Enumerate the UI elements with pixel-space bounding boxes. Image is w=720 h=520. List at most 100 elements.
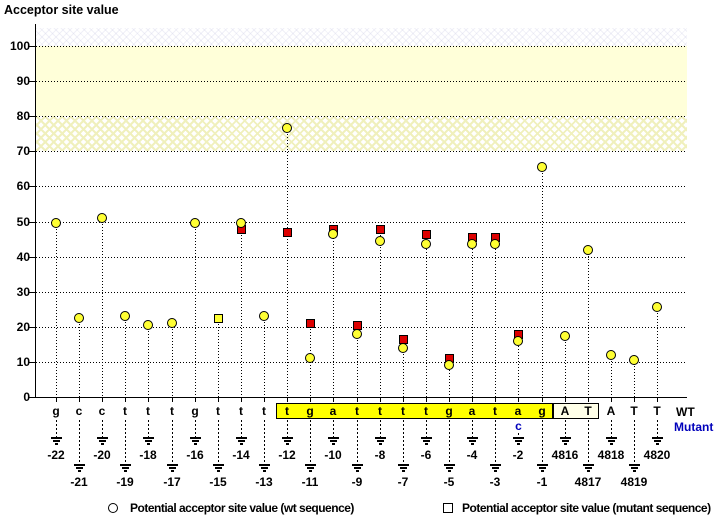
ground-symbol-bar bbox=[307, 467, 314, 469]
ground-symbol-bar bbox=[377, 440, 384, 442]
ground-symbol-bar bbox=[190, 437, 201, 439]
ground-symbol-bar bbox=[606, 437, 617, 439]
ground-symbol-bar bbox=[541, 470, 544, 472]
y-gridline bbox=[36, 186, 687, 187]
position-label: -17 bbox=[163, 475, 181, 489]
x-axis-tick bbox=[148, 398, 149, 402]
position-label: 4816 bbox=[551, 448, 579, 462]
wt-data-point bbox=[421, 239, 431, 249]
ground-symbol-bar bbox=[305, 464, 316, 466]
data-point-stem bbox=[495, 237, 496, 397]
position-stem bbox=[426, 420, 427, 437]
mutant-legend-label: Potential acceptor site value (mutant se… bbox=[462, 501, 711, 515]
ground-symbol-bar bbox=[74, 464, 85, 466]
position-label: -9 bbox=[351, 475, 363, 489]
data-point-stem bbox=[148, 325, 149, 397]
x-axis-tick bbox=[218, 398, 219, 402]
position-label: -16 bbox=[186, 448, 204, 462]
sequence-base: g bbox=[445, 404, 453, 418]
ground-symbol-bar bbox=[515, 440, 522, 442]
wt-data-point bbox=[490, 239, 500, 249]
position-label: -6 bbox=[420, 448, 432, 462]
position-label: -22 bbox=[47, 448, 65, 462]
ground-symbol-bar bbox=[467, 437, 478, 439]
sequence-base: g bbox=[306, 404, 314, 418]
y-axis-tick-label: 0 bbox=[23, 390, 30, 404]
sequence-base: t bbox=[262, 404, 266, 418]
position-label: -8 bbox=[374, 448, 386, 462]
x-axis-tick bbox=[611, 398, 612, 402]
x-axis-tick bbox=[495, 398, 496, 402]
wt-data-point bbox=[606, 350, 616, 360]
x-axis-tick bbox=[426, 398, 427, 402]
x-axis-tick bbox=[472, 398, 473, 402]
data-point-stem bbox=[634, 360, 635, 397]
position-label: -11 bbox=[301, 475, 319, 489]
wt-data-point bbox=[74, 313, 84, 323]
sequence-base: t bbox=[239, 404, 243, 418]
position-label: -10 bbox=[324, 448, 342, 462]
y-axis-tick bbox=[29, 327, 35, 328]
position-stem bbox=[218, 420, 219, 464]
position-label: -15 bbox=[209, 475, 227, 489]
data-point-stem bbox=[264, 316, 265, 397]
x-axis-tick bbox=[657, 398, 658, 402]
position-stem bbox=[472, 420, 473, 437]
ground-symbol-bar bbox=[240, 443, 243, 445]
position-label: -21 bbox=[70, 475, 88, 489]
position-stem bbox=[172, 420, 173, 464]
x-axis-tick bbox=[79, 398, 80, 402]
ground-symbol-bar bbox=[471, 443, 474, 445]
y-axis-line bbox=[35, 24, 36, 398]
ground-symbol-bar bbox=[78, 470, 81, 472]
sequence-base: c bbox=[98, 404, 106, 418]
x-axis-tick bbox=[241, 398, 242, 402]
data-point-stem bbox=[657, 307, 658, 397]
x-axis-tick bbox=[102, 398, 103, 402]
y-axis-tick bbox=[29, 397, 35, 398]
data-point-stem bbox=[195, 223, 196, 397]
y-gridline bbox=[36, 222, 687, 223]
ground-symbol-bar bbox=[55, 443, 58, 445]
ground-symbol-bar bbox=[101, 443, 104, 445]
wt-data-point bbox=[537, 162, 547, 172]
ground-symbol-bar bbox=[143, 437, 154, 439]
sequence-base: T bbox=[584, 404, 592, 418]
x-axis-tick bbox=[357, 398, 358, 402]
y-gridline bbox=[36, 46, 687, 47]
ground-symbol-bar bbox=[608, 440, 615, 442]
wt-data-point bbox=[167, 318, 177, 328]
y-gridline bbox=[36, 116, 687, 117]
y-axis-tick-label: 10 bbox=[16, 355, 30, 369]
position-label: 4820 bbox=[643, 448, 671, 462]
y-axis-tick-label: 20 bbox=[16, 320, 30, 334]
x-axis-tick bbox=[449, 398, 450, 402]
x-axis-tick bbox=[403, 398, 404, 402]
ground-symbol-bar bbox=[631, 467, 638, 469]
position-stem bbox=[588, 420, 589, 464]
position-label: -1 bbox=[536, 475, 548, 489]
wt-data-point bbox=[444, 360, 454, 370]
x-axis-tick bbox=[172, 398, 173, 402]
ground-symbol-bar bbox=[76, 467, 83, 469]
position-label: 4818 bbox=[597, 448, 625, 462]
y-gridline bbox=[36, 151, 687, 152]
x-axis-tick bbox=[542, 398, 543, 402]
y-axis-tick bbox=[29, 186, 35, 187]
ground-symbol-bar bbox=[494, 470, 497, 472]
ground-symbol-bar bbox=[238, 440, 245, 442]
ground-symbol-bar bbox=[356, 470, 359, 472]
ground-symbol-bar bbox=[97, 437, 108, 439]
sequence-base: a bbox=[329, 404, 337, 418]
ground-symbol-bar bbox=[169, 467, 176, 469]
y-axis-tick bbox=[29, 81, 35, 82]
wt-data-point bbox=[629, 355, 639, 365]
x-axis-tick bbox=[264, 398, 265, 402]
position-label: 4819 bbox=[620, 475, 648, 489]
ground-symbol-bar bbox=[564, 443, 567, 445]
position-stem bbox=[264, 420, 265, 464]
wt-data-point bbox=[513, 336, 523, 346]
mutant-row-label: Mutant bbox=[674, 420, 714, 434]
position-label: -2 bbox=[512, 448, 524, 462]
ground-symbol-bar bbox=[448, 470, 451, 472]
